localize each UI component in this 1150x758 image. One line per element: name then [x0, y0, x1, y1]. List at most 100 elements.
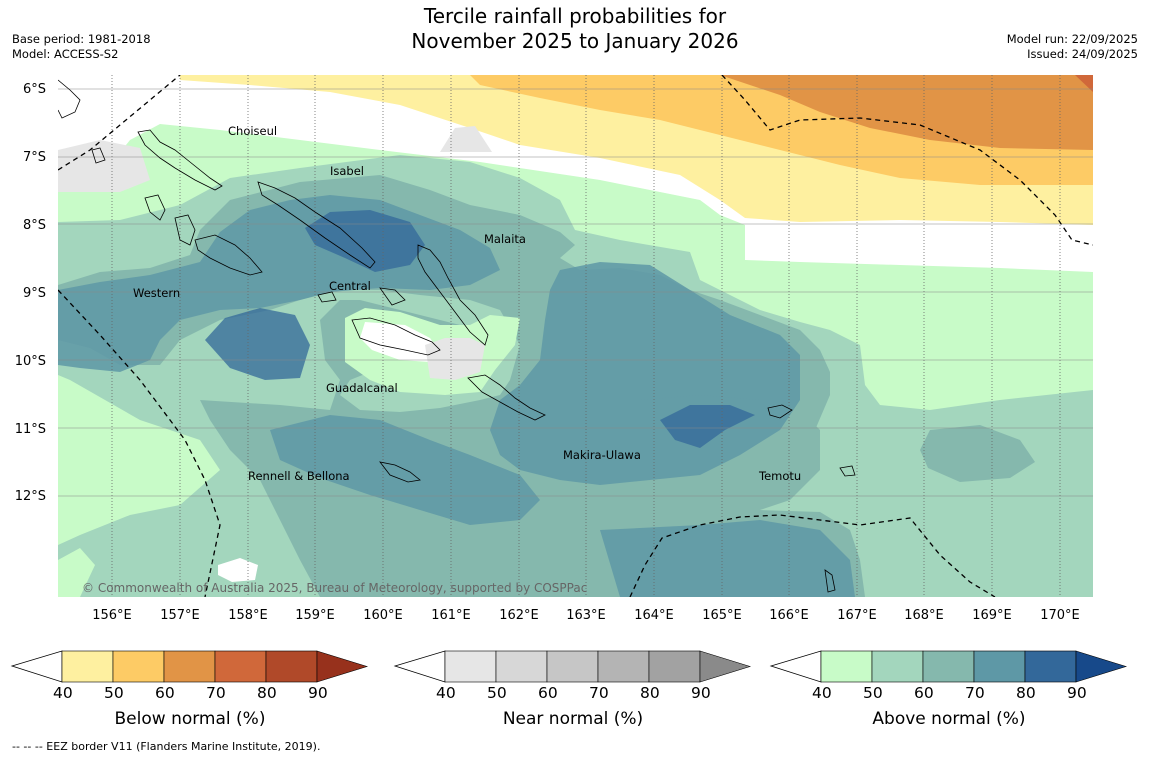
lon-tick: 162°E	[499, 608, 539, 623]
cb-below-cell-2	[163, 650, 216, 683]
cb-below-extend-low	[10, 650, 63, 683]
lon-tick: 156°E	[92, 608, 132, 623]
cb-below-title: Below normal (%)	[114, 709, 266, 729]
lat-tick: 10°S	[15, 354, 46, 369]
cb-above-cell-0	[820, 650, 873, 683]
footnote: -- -- -- EEZ border V11 (Flanders Marine…	[12, 740, 321, 753]
label-malaita: Malaita	[484, 232, 526, 246]
field-below-70	[1075, 75, 1093, 92]
label-western: Western	[133, 286, 180, 300]
cb-tick: 60	[914, 684, 934, 702]
cb-tick: 70	[965, 684, 985, 702]
coast-florida	[317, 291, 337, 303]
label-rennell: Rennell & Bellona	[248, 469, 350, 483]
cb-tick: 80	[640, 684, 660, 702]
lat-gridlines	[58, 88, 1093, 497]
cb-above-cell-1	[871, 650, 924, 683]
lon-tick: 159°E	[295, 608, 335, 623]
coast-makira	[467, 374, 546, 421]
lat-tick: 12°S	[15, 489, 46, 504]
coast-bougainville	[58, 79, 81, 119]
coast-guadalcanal	[351, 317, 441, 356]
cb-tick: 50	[487, 684, 507, 702]
cb-tick: 60	[538, 684, 558, 702]
eez-borders	[58, 75, 1093, 597]
cb-below-cell-1	[112, 650, 165, 683]
lon-tick: 167°E	[837, 608, 877, 623]
province-labels: Choiseul Isabel Malaita Western Central …	[133, 124, 801, 483]
coast-temotu-2	[839, 465, 856, 477]
lon-tick: 170°E	[1040, 608, 1080, 623]
cb-near-cell-4	[648, 650, 701, 683]
cb-above-extend-high	[1075, 650, 1128, 683]
cb-above-extend-low	[769, 650, 822, 683]
cb-tick: 50	[104, 684, 124, 702]
cb-above-cell-4	[1024, 650, 1077, 683]
cb-tick: 40	[436, 684, 456, 702]
coast-isabel	[257, 181, 376, 269]
coast-central-2	[379, 287, 406, 306]
cb-near-cell-1	[495, 650, 548, 683]
label-temotu: Temotu	[758, 469, 801, 483]
colorbar-below	[10, 650, 369, 683]
lat-tick: 9°S	[23, 286, 46, 301]
coast-west-2	[144, 194, 166, 221]
eez-ne	[721, 75, 1093, 246]
lat-tick: 6°S	[23, 82, 46, 97]
cb-tick: 90	[1067, 684, 1087, 702]
colorbar-above	[769, 650, 1128, 683]
lon-tick: 166°E	[769, 608, 809, 623]
coast-shortland	[91, 147, 106, 164]
cb-tick: 80	[1016, 684, 1036, 702]
cb-tick: 60	[155, 684, 175, 702]
cb-near-extend-low	[393, 650, 446, 683]
cb-near-cell-0	[444, 650, 497, 683]
coast-choiseul	[137, 129, 223, 191]
cb-above-cells	[820, 650, 1128, 683]
meta-right: Model run: 22/09/2025 Issued: 24/09/2025	[1007, 32, 1138, 62]
model-name: Model: ACCESS-S2	[12, 47, 119, 61]
label-choiseul: Choiseul	[228, 124, 277, 138]
coast-west-1	[174, 214, 196, 246]
cb-above-cell-3	[973, 650, 1026, 683]
label-guadalcanal: Guadalcanal	[326, 381, 398, 395]
lon-axis-labels: 156°E 157°E 158°E 159°E 160°E 161°E 162°…	[92, 608, 1080, 623]
lon-tick: 158°E	[228, 608, 268, 623]
model-run: Model run: 22/09/2025	[1006, 32, 1138, 46]
coast-rennell	[379, 461, 421, 483]
meta-left: Base period: 1981-2018 Model: ACCESS-S2	[12, 32, 151, 62]
field-above-40-sw	[58, 548, 95, 597]
field-below-60	[720, 75, 1093, 150]
coast-temotu-1	[767, 404, 793, 419]
cb-near-cells	[444, 650, 752, 683]
eez-se	[629, 514, 996, 597]
coastlines	[58, 79, 856, 593]
cb-above-title: Above normal (%)	[872, 709, 1026, 729]
coast-south	[824, 569, 836, 593]
lat-tick: 7°S	[23, 150, 46, 165]
field-above-80-east	[660, 405, 755, 448]
lon-tick: 169°E	[972, 608, 1012, 623]
label-makira: Makira-Ulawa	[563, 448, 641, 462]
cb-near-title: Near normal (%)	[502, 709, 644, 729]
coast-malaita	[417, 244, 489, 346]
issued-date: Issued: 24/09/2025	[1027, 47, 1138, 61]
lon-tick: 164°E	[634, 608, 674, 623]
field-near-north	[440, 126, 492, 152]
copyright-text: © Commonwealth of Australia 2025, Bureau…	[82, 581, 587, 595]
cb-below-cell-3	[214, 650, 267, 683]
eez-nw	[58, 75, 181, 171]
lon-tick: 157°E	[160, 608, 200, 623]
cb-near-extend-high	[699, 650, 752, 683]
cb-below-cell-0	[61, 650, 114, 683]
cb-near-cell-2	[546, 650, 599, 683]
label-central: Central	[329, 279, 371, 293]
lat-tick: 11°S	[15, 422, 46, 437]
colorbar-near	[393, 650, 752, 683]
gridlines	[111, 75, 1061, 597]
cb-above-cell-2	[922, 650, 975, 683]
coast-new-georgia	[194, 234, 263, 276]
lon-tick: 165°E	[702, 608, 742, 623]
lon-tick: 168°E	[904, 608, 944, 623]
